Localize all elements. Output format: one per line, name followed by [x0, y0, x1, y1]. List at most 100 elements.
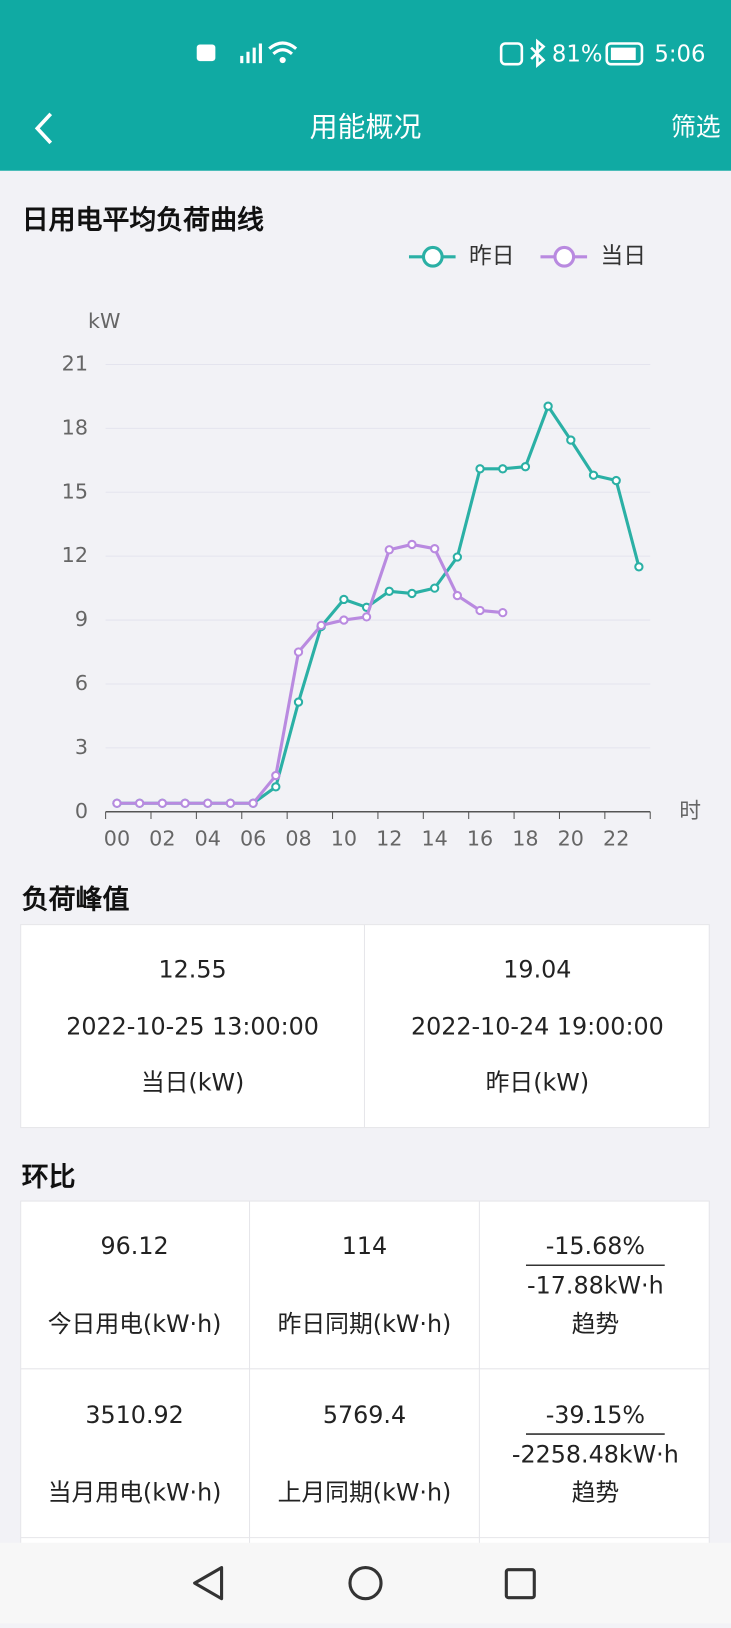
peak-value: 19.04 — [503, 956, 571, 984]
page-title: 用能概况 — [310, 110, 422, 143]
data-point — [407, 539, 417, 550]
ratio-title: 环比 — [22, 1162, 76, 1193]
data-point — [134, 798, 145, 808]
peak-time: 2022-10-25 13:00:00 — [66, 1013, 319, 1041]
data-point — [384, 586, 394, 596]
chart-panel — [0, 170, 731, 875]
nfc-icon — [499, 42, 524, 66]
trend-label: 趋势 — [572, 1479, 620, 1507]
x-tick-label: 18 — [512, 827, 538, 851]
trend-percent: -39.15% — [546, 1401, 645, 1429]
y-tick-label: 18 — [62, 415, 88, 439]
data-point — [248, 798, 258, 808]
data-point — [225, 798, 236, 808]
ratio-value: 3510.92 — [85, 1401, 183, 1429]
data-point — [429, 544, 440, 554]
filter-button[interactable]: 筛选 — [671, 112, 721, 141]
x-tick-label: 20 — [558, 827, 584, 851]
ratio-table — [20, 1200, 710, 1554]
ratio-label: 当月用电(kW·h) — [48, 1479, 222, 1507]
data-point — [203, 798, 213, 808]
data-point — [180, 798, 190, 808]
ratio-value: 114 — [342, 1232, 387, 1260]
x-tick-label: 00 — [104, 827, 130, 851]
app-bar — [0, 0, 731, 171]
x-tick-label: 06 — [240, 827, 266, 851]
peak-value: 12.55 — [159, 956, 227, 984]
battery-level — [610, 47, 636, 61]
data-point — [339, 594, 349, 605]
legend-marker — [421, 245, 444, 268]
tables: 12.55 2022-10-25 13:00:00 当日(kW) 19.04 2022-… — [48, 956, 679, 1507]
x-tick-label: 12 — [376, 827, 402, 851]
data-point — [588, 470, 599, 480]
back-button[interactable] — [34, 112, 53, 145]
x-tick-label: 10 — [331, 827, 357, 851]
data-point — [361, 612, 372, 622]
data-point — [271, 770, 281, 781]
x-tick-label: 16 — [467, 827, 493, 851]
battery-icon — [605, 42, 644, 66]
y-tick-label: 3 — [75, 735, 88, 759]
plot: 0 3 6 9 12 15 18 21 00 02 04 06 08 10 12 14 16 18 20 22 昨日 当日 — [62, 243, 651, 851]
data-point — [634, 562, 644, 572]
nav-back[interactable] — [193, 1566, 224, 1601]
ratio-label: 昨日同期(kW·h) — [278, 1310, 452, 1338]
data-point — [271, 782, 281, 792]
x-tick-label: 22 — [603, 827, 629, 851]
x-tick-label: 14 — [421, 827, 447, 851]
data-point — [498, 607, 508, 618]
ratio-label: 上月同期(kW·h) — [278, 1479, 452, 1507]
chart-title: 日用电平均负荷曲线 — [22, 205, 264, 236]
data-point — [543, 401, 553, 411]
x-tick-label: 08 — [285, 827, 311, 851]
data-point — [384, 545, 394, 555]
ratio-value: 96.12 — [101, 1232, 169, 1260]
data-point — [475, 605, 485, 616]
data-point — [566, 435, 576, 445]
wifi-icon — [268, 41, 298, 56]
peak-title: 负荷峰值 — [22, 884, 130, 915]
data-point — [157, 798, 168, 808]
legend-label: 当日 — [601, 243, 647, 269]
ratio-label: 今日用电(kW·h) — [48, 1310, 222, 1338]
x-tick-label: 04 — [195, 827, 221, 851]
nav-bar — [0, 1542, 731, 1624]
y-tick-label: 12 — [62, 543, 88, 567]
data-point — [520, 462, 531, 472]
data-point — [407, 588, 417, 599]
ratio-value: 5769.4 — [323, 1401, 406, 1429]
signal-icon — [240, 43, 262, 64]
data-point — [452, 552, 463, 562]
peak-time: 2022-10-24 19:00:00 — [411, 1013, 664, 1041]
data-point — [112, 798, 122, 808]
trend-label: 趋势 — [572, 1310, 620, 1338]
data-point — [293, 647, 304, 657]
trend-amount: -17.88kW·h — [527, 1272, 664, 1300]
battery-text: 81% — [552, 41, 603, 67]
y-unit: kW — [88, 309, 120, 333]
nav-home[interactable] — [348, 1566, 383, 1601]
peak-label: 当日(kW) — [141, 1069, 244, 1097]
data-point — [339, 615, 349, 625]
y-tick-label: 15 — [62, 479, 88, 503]
data-point — [498, 464, 508, 474]
legend-label: 昨日 — [469, 243, 515, 269]
peak-label: 昨日(kW) — [486, 1069, 589, 1097]
trend-amount: -2258.48kW·h — [512, 1440, 679, 1468]
bluetooth-icon — [530, 38, 546, 68]
hd-icon — [196, 44, 216, 62]
wifi-dot — [279, 56, 286, 64]
data-point — [611, 475, 621, 486]
ratio-grid — [20, 1201, 710, 1554]
nav-recents[interactable] — [504, 1568, 536, 1600]
clock: 5:06 — [654, 41, 705, 67]
legend-marker — [553, 245, 576, 268]
x-unit: 时 — [679, 799, 701, 824]
y-tick-label: 0 — [75, 799, 88, 823]
trend-percent: -15.68% — [546, 1232, 645, 1260]
data-point — [429, 583, 440, 593]
x-tick-label: 02 — [149, 827, 175, 851]
